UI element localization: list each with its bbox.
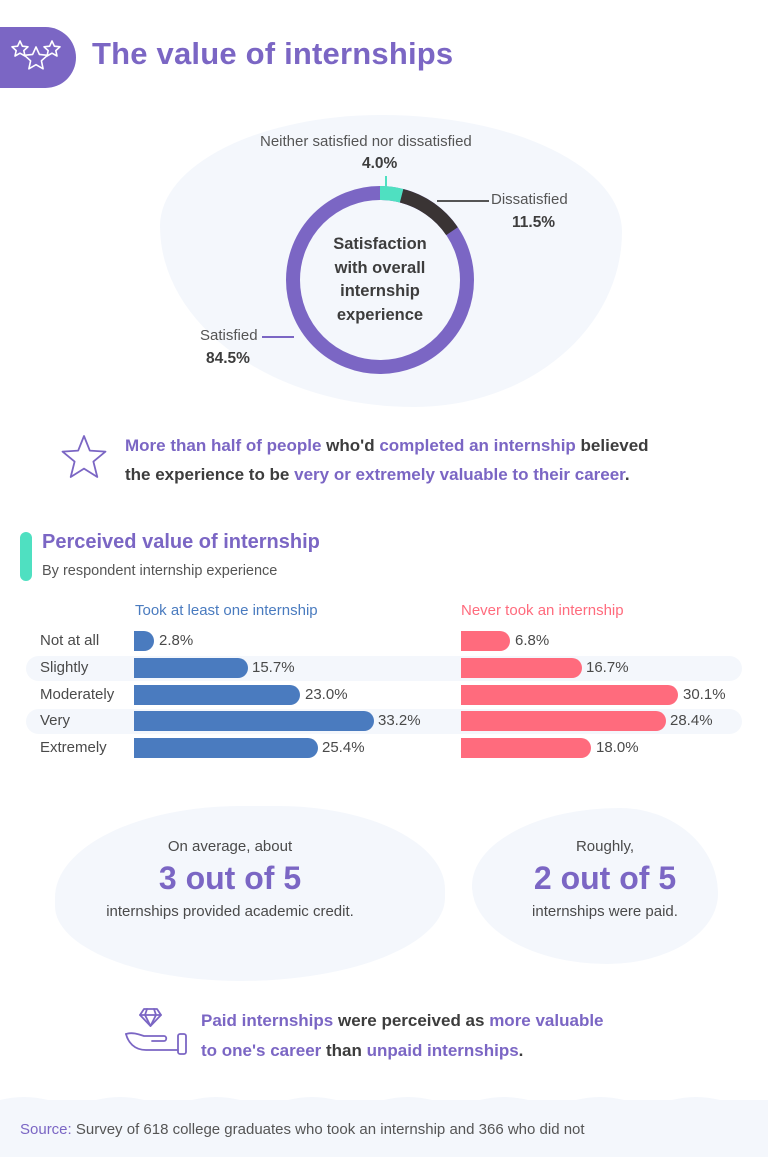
page-title: The value of internships [92, 36, 454, 71]
bar-value: 15.7% [252, 659, 295, 676]
stat-paid-intro: Roughly, [575, 838, 635, 855]
bar-took-moderately [134, 685, 300, 705]
stat-credit-value: 3 out of 5 [158, 860, 302, 896]
three-stars-icon [11, 40, 61, 70]
label-satisfied: Satisfied [200, 327, 258, 344]
bar-value: 25.4% [322, 739, 365, 756]
col-header-took: Took at least one internship [135, 602, 318, 619]
donut-center-label: Satisfaction with overall internship exp… [333, 235, 427, 324]
satisfaction-donut-chart [286, 186, 474, 374]
bar-never-not-at-all [461, 631, 510, 651]
bar-value: 18.0% [596, 739, 639, 756]
bar-value: 2.8% [159, 632, 194, 649]
bar-never-slightly [461, 658, 582, 678]
bar-value: 28.4% [670, 712, 713, 729]
source-note: Source: Survey of 618 college graduates … [20, 1121, 585, 1138]
stat-paid-value: 2 out of 5 [533, 860, 677, 896]
row-label: Moderately [40, 686, 115, 703]
label-dissatisfied: Dissatisfied [491, 191, 568, 208]
stat-blob-paid [472, 808, 718, 964]
bar-value: 30.1% [683, 686, 726, 703]
row-label: Very [40, 712, 71, 729]
stat-credit-desc: internships provided academic credit. [106, 903, 354, 920]
diamond-in-hand-icon [125, 1008, 187, 1055]
row-label: Extremely [40, 739, 107, 756]
bar-value: 33.2% [378, 712, 421, 729]
bar-took-very [134, 711, 374, 731]
section-accent-bar [20, 532, 32, 581]
callout-paid-statement: Paid internships were perceived as more … [201, 1011, 604, 1060]
bar-took-slightly [134, 658, 248, 678]
title-badge [0, 27, 76, 88]
bar-value: 23.0% [305, 686, 348, 703]
stat-paid-desc: internships were paid. [532, 903, 678, 920]
callout-value-statement: More than half of people who'd completed… [125, 436, 649, 484]
leader-line-satisfied [262, 336, 294, 338]
leader-line-neither [385, 176, 387, 188]
section-subtitle: By respondent internship experience [42, 563, 278, 579]
row-label: Not at all [40, 632, 100, 649]
bar-never-extremely [461, 738, 591, 758]
label-neither: Neither satisfied nor dissatisfied [260, 133, 472, 150]
value-dissatisfied: 11.5% [512, 214, 556, 231]
col-header-never: Never took an internship [461, 602, 624, 619]
leader-line-dissatisfied [437, 200, 489, 202]
value-neither: 4.0% [362, 155, 398, 172]
bar-never-very [461, 711, 666, 731]
bar-took-extremely [134, 738, 318, 758]
section-title: Perceived value of internship [42, 531, 320, 553]
footer [0, 1100, 768, 1157]
bar-value: 6.8% [515, 632, 550, 649]
row-label: Slightly [40, 659, 89, 676]
bar-value: 16.7% [586, 659, 629, 676]
stat-credit-intro: On average, about [167, 838, 293, 855]
bar-took-not-at-all [134, 631, 154, 651]
value-satisfied: 84.5% [206, 350, 250, 367]
star-outline-icon [61, 435, 107, 478]
segment-neither [286, 186, 474, 374]
stat-blob-credit [55, 806, 445, 981]
bar-never-moderately [461, 685, 678, 705]
